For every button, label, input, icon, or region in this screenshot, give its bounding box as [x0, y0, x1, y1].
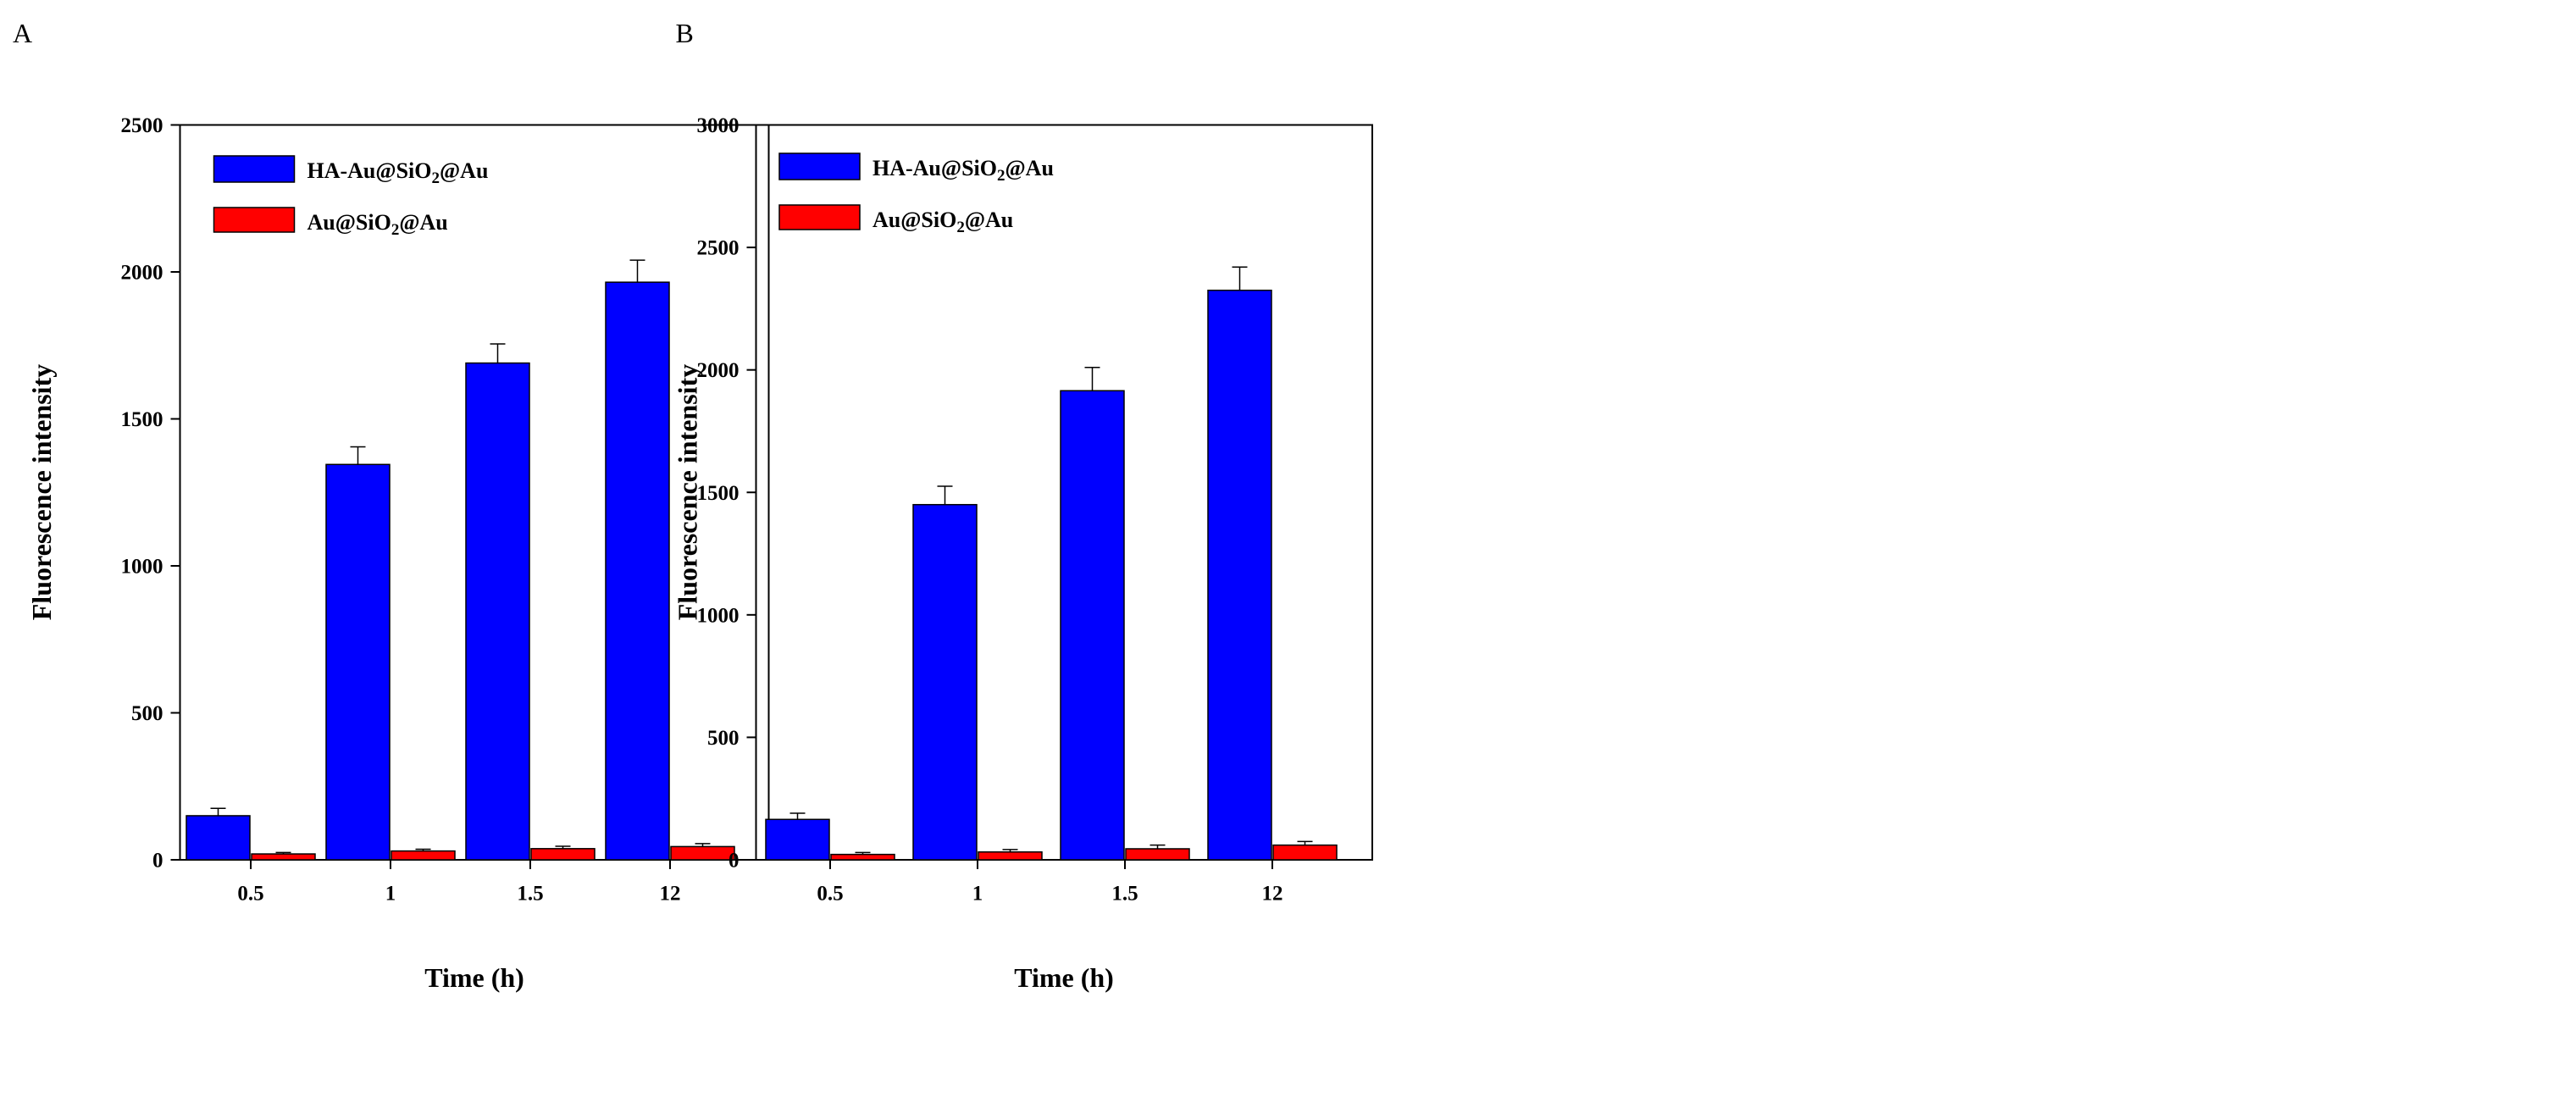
x-tick-label: 0.5 — [817, 883, 843, 906]
x-tick-label: 1.5 — [517, 883, 543, 906]
bar-a-s1-c2 — [530, 848, 596, 861]
bar-a-s1-c3 — [670, 845, 735, 861]
legend-swatch-b-0 — [778, 152, 861, 180]
y-axis-title-a: Fluorescence intensity — [26, 364, 57, 620]
y-axis-title-b: Fluorescence intensity — [673, 364, 703, 620]
y-tick-label: 1000 — [121, 556, 163, 579]
y-tick-label: 0 — [152, 850, 163, 873]
legend-label-b-1: Au@SiO2@Au — [873, 208, 1013, 236]
x-ticks-b: 0.5 1 1.5 12 — [817, 860, 1283, 906]
panel-label-b: B — [676, 18, 694, 48]
legend-a: HA-Au@SiO2@Au Au@SiO2@Au — [213, 155, 489, 239]
x-axis-title-b: Time (h) — [1014, 962, 1114, 993]
bar-b-s1-c0 — [830, 853, 895, 861]
bar-b-s1-c2 — [1125, 848, 1190, 861]
legend-swatch-a-0 — [213, 155, 296, 183]
bar-b-s0-c2 — [1060, 390, 1125, 861]
y-tick-label: 500 — [131, 702, 163, 725]
bar-a-s0-c1 — [325, 463, 391, 861]
legend-b: HA-Au@SiO2@Au Au@SiO2@Au — [778, 152, 1054, 236]
y-tick-label: 3000 — [697, 114, 740, 137]
bar-b-s1-c3 — [1272, 844, 1338, 861]
y-tick-label: 2000 — [697, 359, 740, 382]
y-tick-label: 2500 — [121, 114, 163, 137]
legend-label-a-1: Au@SiO2@Au — [307, 210, 448, 239]
legend-label-b-0: HA-Au@SiO2@Au — [873, 156, 1054, 185]
bars-b — [765, 266, 1338, 861]
legend-swatch-b-1 — [778, 204, 861, 230]
legend-swatch-a-1 — [213, 207, 296, 233]
x-tick-label: 0.5 — [237, 883, 263, 906]
bar-b-s0-c0 — [765, 818, 830, 861]
bar-a-s0-c0 — [186, 815, 251, 861]
x-tick-label: 1 — [972, 883, 983, 906]
bars-a — [186, 259, 735, 861]
bar-a-s0-c2 — [465, 362, 530, 861]
x-tick-label: 12 — [1262, 883, 1283, 906]
panel-label-a: A — [13, 18, 32, 48]
y-tick-label: 2500 — [697, 237, 740, 260]
x-axis-title-a: Time (h) — [424, 962, 524, 993]
y-ticks-b: 0 500 1000 1500 2000 2500 3000 — [697, 114, 756, 873]
y-tick-label: 2000 — [121, 262, 163, 285]
y-tick-label: 0 — [728, 850, 740, 873]
y-tick-label: 1000 — [697, 604, 740, 627]
y-ticks-a: 0 500 1000 1500 2000 2500 — [121, 114, 180, 873]
bar-b-s0-c3 — [1207, 289, 1272, 861]
y-tick-label: 1500 — [697, 482, 740, 505]
legend-label-a-0: HA-Au@SiO2@Au — [307, 158, 489, 187]
panel-a: A 0 500 1000 1500 2000 2500 0.5 1 1.5 12 Fluores… — [13, 18, 770, 993]
y-tick-label: 500 — [707, 727, 740, 750]
bar-b-s0-c1 — [912, 503, 978, 861]
x-ticks-a: 0.5 1 1.5 12 — [237, 860, 681, 906]
bar-b-s1-c1 — [978, 850, 1043, 861]
y-tick-label: 1500 — [121, 408, 163, 431]
x-tick-label: 12 — [660, 883, 681, 906]
bar-a-s1-c0 — [251, 853, 316, 861]
bar-a-s0-c3 — [605, 281, 670, 861]
x-tick-label: 1 — [385, 883, 396, 906]
panel-b: B 0 500 1000 1500 2000 2500 3000 0.5 1 1.5 12 Flu… — [673, 18, 1373, 993]
x-tick-label: 1.5 — [1111, 883, 1138, 906]
bar-a-s1-c1 — [391, 850, 456, 861]
